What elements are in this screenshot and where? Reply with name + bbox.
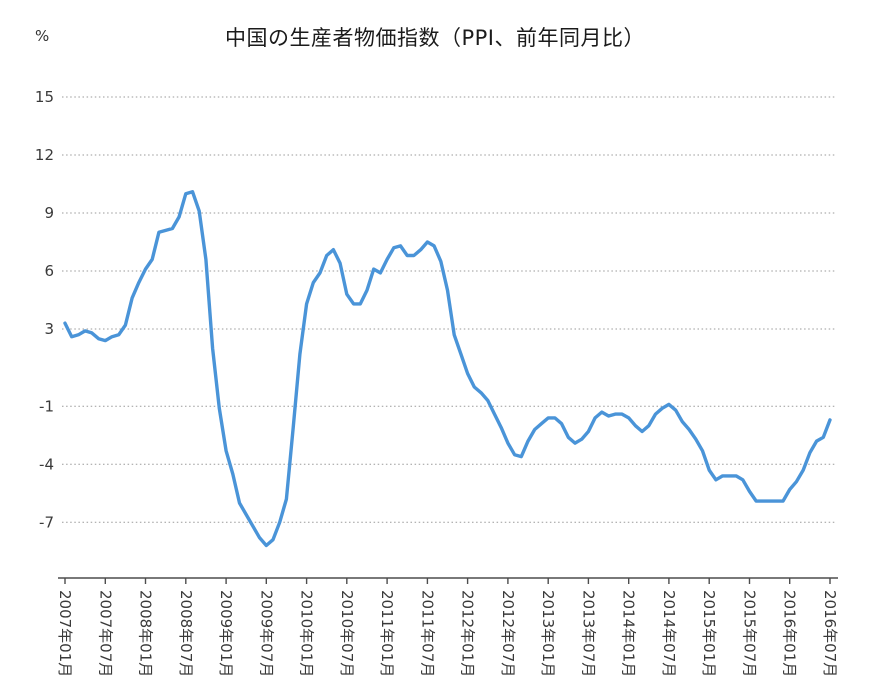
y-axis-tick-label: -7 <box>39 513 54 531</box>
x-axis-tick-label: 2009年01月 <box>217 590 235 677</box>
y-axis-unit-label: % <box>35 27 50 45</box>
x-axis-tick-label: 2016年07月 <box>821 590 839 677</box>
y-axis-tick-label: 3 <box>44 320 54 338</box>
x-axis-tick-label: 2015年07月 <box>741 590 759 677</box>
y-axis-tick-label: 9 <box>44 204 54 222</box>
x-axis-tick-label: 2015年01月 <box>700 590 718 677</box>
x-axis-tick-label: 2007年01月 <box>56 590 74 677</box>
x-axis-tick-label: 2007年07月 <box>96 590 114 677</box>
x-axis-tick-label: 2011年07月 <box>418 590 436 677</box>
x-axis-tick-label: 2009年07月 <box>257 590 275 677</box>
x-axis-tick-label: 2010年01月 <box>298 590 316 677</box>
y-axis-tick-label: 15 <box>35 88 54 106</box>
y-axis-tick-label: 6 <box>44 262 54 280</box>
x-axis-tick-label: 2008年07月 <box>177 590 195 677</box>
x-axis-tick-label: 2010年07月 <box>338 590 356 677</box>
x-axis-tick-label: 2012年07月 <box>499 590 517 677</box>
x-axis-tick-label: 2013年07月 <box>579 590 597 677</box>
chart-title: 中国の生産者物価指数（PPI、前年同月比） <box>224 26 646 50</box>
x-axis-tick-label: 2008年01月 <box>137 590 155 677</box>
x-axis-tick-label: 2014年01月 <box>620 590 638 677</box>
x-axis-tick-label: 2016年01月 <box>781 590 799 677</box>
ppi-line-series <box>63 189 832 548</box>
x-axis-tick-label: 2011年01月 <box>378 590 396 677</box>
x-axis-tick-label: 2012年01月 <box>459 590 477 677</box>
y-axis-tick-label: -1 <box>39 397 54 415</box>
y-axis-tick-label: 12 <box>35 146 54 164</box>
x-axis-tick-label: 2013年01月 <box>539 590 557 677</box>
y-axis-tick-label: -4 <box>39 455 54 473</box>
x-axis-tick-label: 2014年07月 <box>660 590 678 677</box>
